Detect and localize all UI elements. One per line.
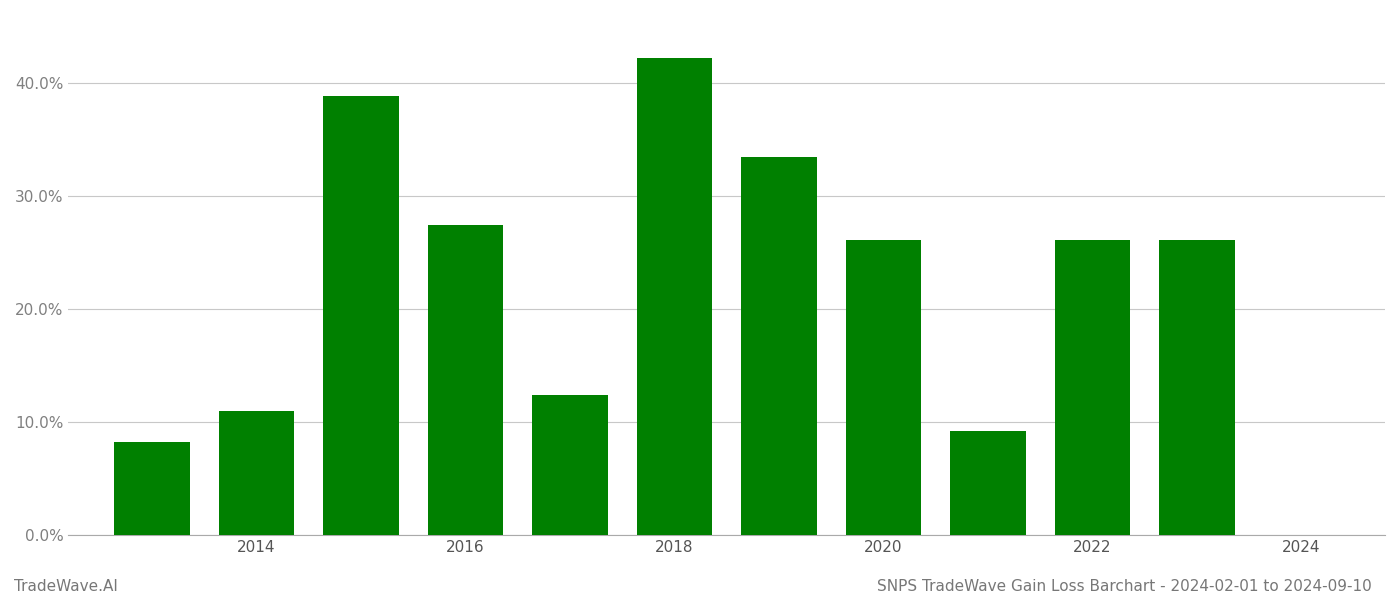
- Bar: [428, 226, 503, 535]
- Bar: [637, 58, 713, 535]
- Text: SNPS TradeWave Gain Loss Barchart - 2024-02-01 to 2024-09-10: SNPS TradeWave Gain Loss Barchart - 2024…: [878, 579, 1372, 594]
- Bar: [323, 97, 399, 535]
- Text: TradeWave.AI: TradeWave.AI: [14, 579, 118, 594]
- Bar: [846, 240, 921, 535]
- Bar: [115, 442, 189, 535]
- Bar: [742, 157, 816, 535]
- Bar: [218, 411, 294, 535]
- Bar: [951, 431, 1026, 535]
- Bar: [1054, 240, 1130, 535]
- Bar: [532, 395, 608, 535]
- Bar: [1159, 240, 1235, 535]
